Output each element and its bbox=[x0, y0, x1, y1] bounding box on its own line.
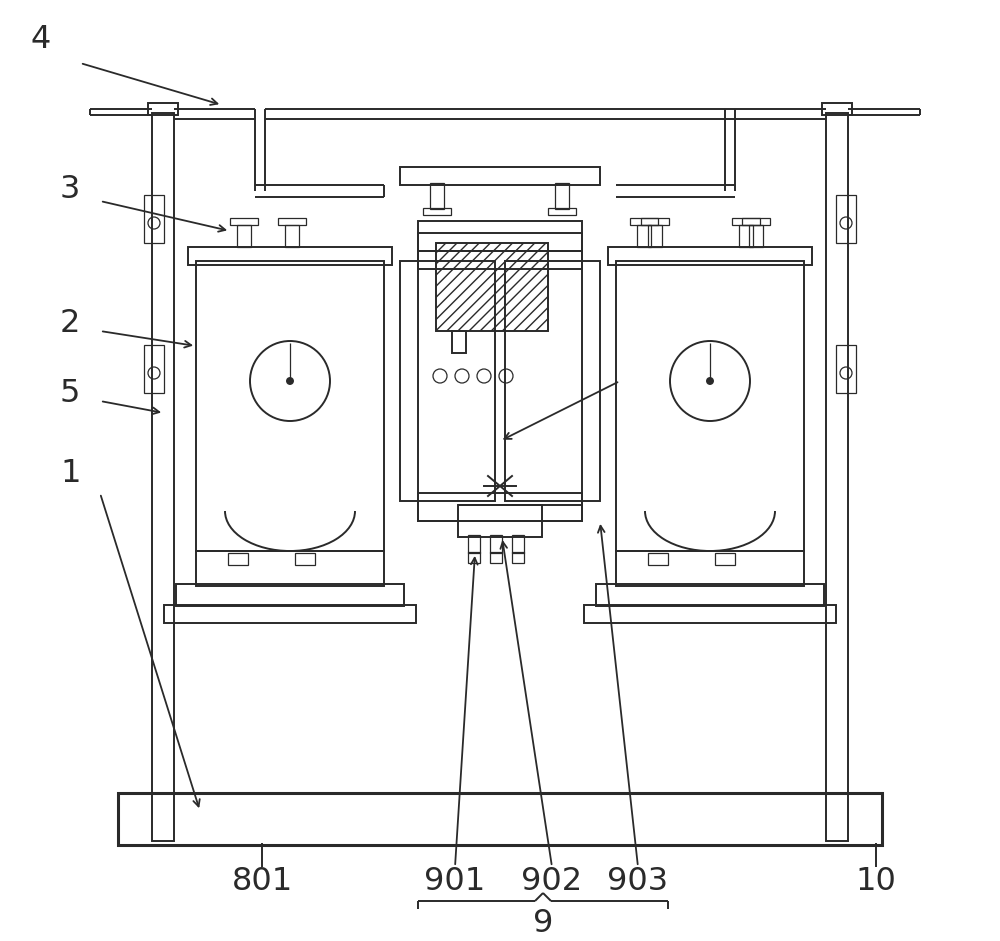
Bar bbox=[732, 218, 760, 225]
Bar bbox=[836, 345, 856, 393]
Bar bbox=[230, 218, 258, 225]
Bar bbox=[616, 261, 804, 551]
Bar bbox=[468, 552, 480, 563]
Text: 901: 901 bbox=[424, 866, 486, 897]
Bar bbox=[490, 535, 502, 553]
Bar bbox=[637, 225, 651, 247]
Bar bbox=[548, 208, 576, 215]
Bar bbox=[295, 553, 315, 565]
Bar bbox=[418, 233, 582, 251]
Text: 3: 3 bbox=[60, 173, 80, 204]
Bar bbox=[836, 195, 856, 243]
Bar bbox=[418, 221, 582, 521]
Bar bbox=[278, 218, 306, 225]
Bar bbox=[739, 225, 753, 247]
Bar bbox=[148, 103, 178, 115]
Bar bbox=[616, 551, 804, 586]
Text: 4: 4 bbox=[30, 24, 50, 55]
Bar bbox=[188, 247, 392, 265]
Circle shape bbox=[707, 378, 713, 384]
Text: 902: 902 bbox=[521, 866, 583, 897]
Bar bbox=[826, 113, 848, 841]
Circle shape bbox=[287, 378, 293, 384]
Text: 9: 9 bbox=[533, 907, 553, 938]
Bar bbox=[430, 183, 444, 209]
Bar bbox=[452, 331, 466, 353]
Bar bbox=[584, 605, 836, 623]
Bar bbox=[418, 493, 582, 521]
Bar bbox=[608, 247, 812, 265]
Bar bbox=[512, 535, 524, 553]
Bar bbox=[196, 551, 384, 586]
Bar bbox=[144, 345, 164, 393]
Bar bbox=[418, 251, 582, 269]
Bar bbox=[715, 553, 735, 565]
Bar bbox=[742, 218, 770, 225]
Bar bbox=[176, 584, 404, 606]
Bar bbox=[468, 535, 480, 553]
Bar bbox=[400, 167, 600, 185]
Bar bbox=[228, 553, 248, 565]
Text: 2: 2 bbox=[60, 308, 80, 339]
Bar bbox=[505, 261, 600, 501]
Bar bbox=[237, 225, 251, 247]
Bar bbox=[630, 218, 658, 225]
Bar bbox=[164, 605, 416, 623]
Bar bbox=[512, 552, 524, 563]
Text: 1: 1 bbox=[60, 457, 80, 488]
Bar bbox=[144, 195, 164, 243]
Bar bbox=[423, 208, 451, 215]
Bar bbox=[641, 218, 669, 225]
Bar bbox=[285, 225, 299, 247]
Bar bbox=[436, 243, 548, 331]
Bar bbox=[596, 584, 824, 606]
Bar bbox=[822, 103, 852, 115]
Text: 10: 10 bbox=[856, 866, 896, 897]
Bar bbox=[196, 261, 384, 551]
Bar bbox=[490, 552, 502, 563]
Text: 903: 903 bbox=[607, 866, 669, 897]
Text: 801: 801 bbox=[231, 866, 293, 897]
Bar bbox=[152, 113, 174, 841]
Bar bbox=[400, 261, 495, 501]
Bar bbox=[118, 793, 882, 845]
Bar bbox=[648, 225, 662, 247]
Bar bbox=[749, 225, 763, 247]
Text: 5: 5 bbox=[60, 377, 80, 408]
Bar bbox=[458, 505, 542, 537]
Bar bbox=[648, 553, 668, 565]
Bar bbox=[555, 183, 569, 209]
